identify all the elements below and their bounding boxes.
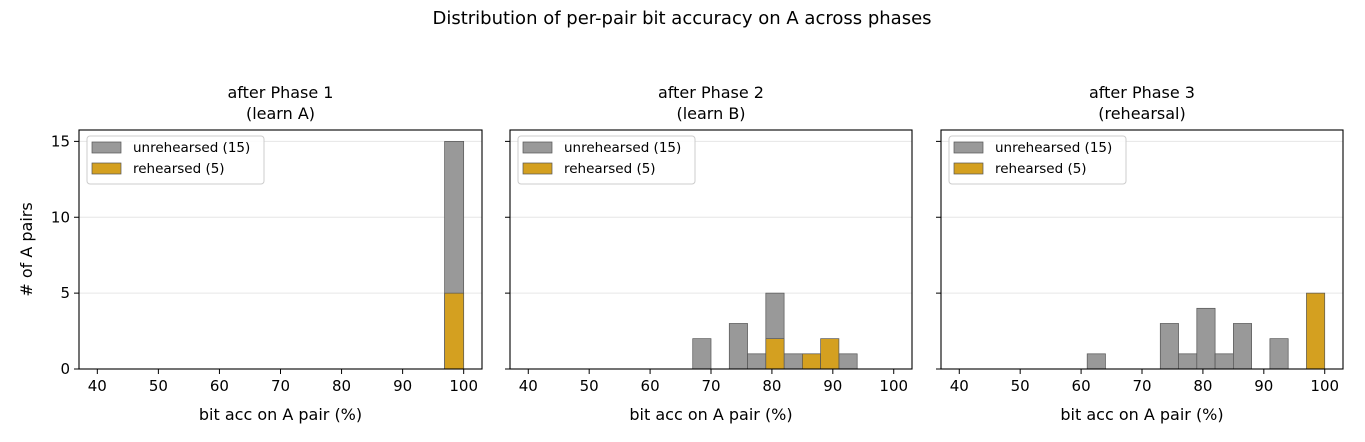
subplot-subtitle: (learn A) [246,104,315,123]
x-tick-label: 50 [149,377,168,395]
x-axis-label: bit acc on A pair (%) [199,405,362,424]
legend: unrehearsed (15) rehearsed (5) [948,135,1127,185]
legend-label: unrehearsed (15) [133,140,250,156]
y-tick-label: 0 [60,360,70,378]
histogram-bar [1178,353,1198,370]
legend-label: rehearsed (5) [995,161,1087,177]
subplot-subtitle: (learn B) [676,104,745,123]
x-tick-label: 100 [449,377,478,395]
histogram-bar [747,353,767,370]
x-tick-label: 70 [701,377,720,395]
histogram-bar [1306,292,1326,370]
x-tick-label: 90 [823,377,842,395]
x-tick-label: 60 [641,377,660,395]
x-tick-label: 80 [762,377,781,395]
histogram-bar [1086,353,1106,370]
x-tick-label: 80 [332,377,351,395]
x-tick-label: 50 [1011,377,1030,395]
figure-suptitle: Distribution of per-pair bit accuracy on… [432,8,931,29]
x-tick-label: 100 [1310,377,1339,395]
x-tick-label: 60 [1072,377,1091,395]
histogram-bar [820,338,840,370]
subplot-title: after Phase 3 [1089,83,1195,102]
y-tick-label: 5 [60,284,70,302]
legend: unrehearsed (15) rehearsed (5) [517,135,696,185]
x-tick-label: 90 [393,377,412,395]
y-axis-label: # of A pairs [17,202,36,296]
x-tick-label: 100 [879,377,908,395]
y-tick-label: 10 [51,208,70,226]
x-tick-label: 60 [210,377,229,395]
histogram-bar [1214,353,1234,370]
subplot-title: after Phase 1 [228,83,334,102]
histogram-bar [802,353,821,370]
x-tick-label: 40 [519,377,538,395]
legend-label: unrehearsed (15) [995,140,1112,156]
histogram-bar [444,292,465,370]
histogram-bar [1159,323,1179,370]
legend-label: rehearsed (5) [133,161,225,177]
x-tick-label: 70 [1132,377,1151,395]
histogram-bar [1269,338,1289,370]
legend-swatch [91,162,122,175]
histogram-bar [783,353,803,370]
subplot-1: 40 50 60 70 80 90 100 0 5 10 15 bit acc on A pair (… [17,83,483,424]
legend-label: rehearsed (5) [564,161,656,177]
legend: unrehearsed (15) rehearsed (5) [86,135,265,185]
histogram-bar [728,323,748,370]
x-tick-label: 80 [1193,377,1212,395]
histogram-bar [1233,323,1252,370]
x-tick-label: 40 [88,377,107,395]
histogram-bar [1196,307,1216,370]
x-axis-label: bit acc on A pair (%) [1060,405,1223,424]
subplot-2: 40 50 60 70 80 90 100 bit acc on A pair (%) afte… [505,83,913,424]
legend-swatch [91,141,122,154]
legend-swatch [953,162,984,175]
legend-box [948,135,1127,185]
x-tick-label: 40 [950,377,969,395]
legend-swatch [522,141,553,154]
x-tick-label: 90 [1254,377,1273,395]
histogram-bar [838,353,858,370]
subplot-title: after Phase 2 [658,83,764,102]
legend-swatch [953,141,984,154]
legend-box [517,135,696,185]
y-tick-label: 15 [51,132,70,150]
subplot-subtitle: (rehearsal) [1098,104,1186,123]
histogram-bar [692,338,712,370]
histogram-bar [765,338,785,370]
x-axis-label: bit acc on A pair (%) [629,405,792,424]
x-tick-label: 50 [580,377,599,395]
legend-box [86,135,265,185]
x-tick-label: 70 [271,377,290,395]
legend-label: unrehearsed (15) [564,140,681,156]
legend-swatch [522,162,553,175]
subplot-3: 40 50 60 70 80 90 100 bit acc on A pair (%) afte… [936,83,1344,424]
